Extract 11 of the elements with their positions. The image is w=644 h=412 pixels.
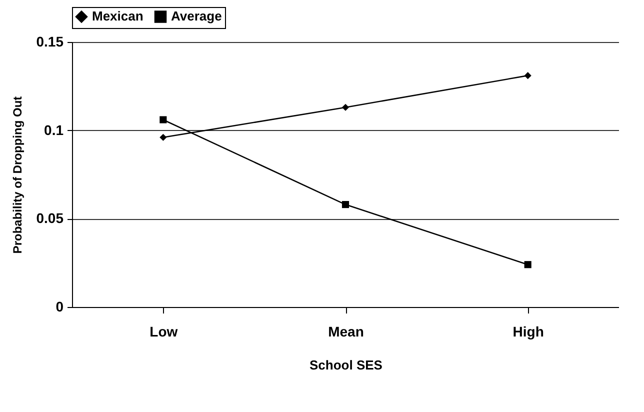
x-axis-title: School SES [310,358,383,372]
y-tick-label: 0.1 [44,122,64,138]
y-tick-label: 0.05 [36,210,64,226]
y-axis-title: Probability of Dropping Out [10,96,24,254]
y-tick-label: 0.15 [36,34,64,50]
x-tick-label: High [512,324,544,340]
legend-label: Mexican [92,8,144,24]
y-tick-label: 0 [56,298,64,314]
x-tick-label: Low [150,324,178,340]
legend-label: Average [171,8,222,24]
x-tick-label: Mean [328,324,364,340]
